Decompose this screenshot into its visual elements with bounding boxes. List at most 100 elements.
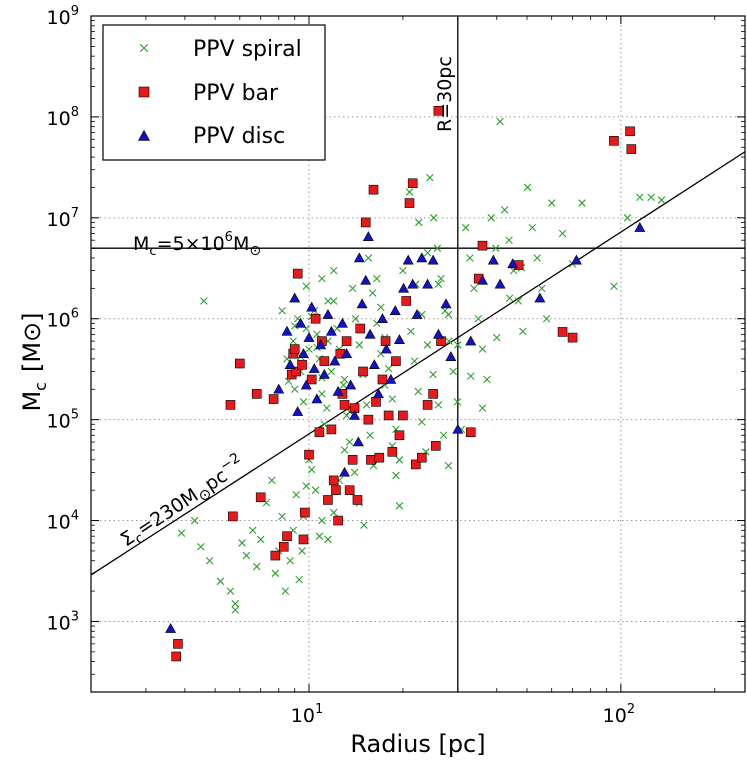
disc-point — [292, 406, 304, 416]
bar-point — [355, 323, 366, 334]
spiral-point — [329, 297, 338, 305]
bar-point — [251, 389, 262, 399]
disc-point — [416, 252, 428, 263]
disc-point — [311, 393, 323, 404]
bar-point — [282, 531, 292, 541]
legend-marker-triangle-icon — [137, 129, 151, 141]
spiral-point — [295, 575, 303, 584]
disc-point — [345, 379, 357, 390]
bar-point — [339, 400, 350, 410]
spiral-point — [278, 512, 286, 521]
bar-point — [398, 410, 408, 421]
spiral-point — [302, 282, 311, 290]
spiral-point — [410, 357, 419, 365]
spiral-point — [271, 569, 280, 578]
bar-point — [319, 356, 330, 366]
spiral-point — [538, 284, 546, 293]
spiral-point — [205, 556, 214, 565]
spiral-point — [444, 310, 453, 319]
spiral-point — [578, 199, 586, 207]
disc-point — [385, 373, 397, 384]
disc-point — [362, 231, 374, 241]
bar-point — [278, 541, 289, 552]
disc-point — [329, 355, 341, 366]
spiral-point — [268, 476, 276, 485]
bar-point — [428, 389, 438, 399]
sigma-label: Σc=230M⊙pc−2 — [114, 450, 251, 555]
y-tick-label: 104 — [47, 509, 79, 534]
spiral-point — [305, 345, 313, 353]
spiral-point — [322, 404, 331, 412]
disc-point — [165, 623, 177, 633]
spiral-point — [320, 420, 329, 429]
bar-point — [363, 414, 374, 425]
bar-point — [173, 639, 183, 649]
spiral-point — [429, 370, 437, 379]
spiral-point — [226, 587, 235, 595]
y-tick-label: 103 — [47, 609, 79, 634]
spiral-point — [327, 367, 336, 376]
bar-point — [352, 495, 363, 505]
spiral-point — [388, 395, 397, 403]
disc-point — [398, 282, 410, 293]
spiral-point — [318, 516, 326, 525]
spiral-point — [329, 508, 338, 517]
bar-point — [304, 449, 314, 460]
spiral-point — [290, 385, 299, 394]
spiral-point — [453, 398, 462, 406]
bar-point — [391, 356, 401, 366]
disc-point — [393, 334, 405, 344]
bar-point — [371, 397, 381, 407]
bar-point — [300, 507, 310, 518]
spiral-point — [278, 306, 286, 315]
spiral-point — [384, 364, 393, 373]
spiral-point — [139, 43, 149, 53]
spiral-point — [483, 375, 491, 384]
spiral-point — [392, 471, 400, 480]
bar-point — [383, 410, 394, 421]
bar-point — [310, 313, 321, 324]
spiral-point — [423, 341, 432, 349]
spiral-point — [364, 254, 373, 262]
disc-point — [339, 466, 350, 477]
spiral-point — [558, 229, 567, 238]
bar-point — [404, 198, 415, 208]
spiral-point — [252, 562, 261, 571]
disc-point — [360, 274, 372, 285]
bar-point — [171, 651, 181, 662]
spiral-point — [657, 196, 666, 204]
spiral-point — [324, 297, 332, 305]
bar-point — [323, 495, 333, 505]
spiral-point — [318, 274, 326, 283]
spiral-point — [355, 341, 364, 349]
bar-point — [228, 511, 238, 522]
spiral-point — [292, 491, 300, 499]
spiral-point — [373, 274, 381, 283]
spiral-point — [340, 446, 349, 454]
spiral-point — [445, 337, 453, 345]
spiral-point — [478, 345, 487, 353]
series-triangle — [165, 222, 646, 633]
y-tick-label: 106 — [47, 307, 79, 332]
x-tick-label: 102 — [603, 702, 635, 727]
bar-point — [377, 374, 388, 385]
spiral-point — [454, 341, 462, 349]
disc-point — [534, 292, 546, 303]
disc-point — [325, 325, 337, 336]
disc-point — [402, 254, 414, 265]
disc-point — [284, 359, 296, 370]
spiral-point — [340, 375, 349, 384]
bar-point — [567, 332, 578, 343]
mass-threshold-label: Mc=5×106M⊙ — [133, 230, 261, 259]
bar-point — [344, 485, 355, 495]
disc-point — [318, 368, 330, 379]
spiral-point — [351, 314, 360, 323]
spiral-point — [434, 401, 443, 409]
spiral-point — [433, 244, 442, 252]
legend-entry-spiral: PPV spiral — [139, 37, 302, 62]
radius-threshold-label: R=30pc — [434, 56, 456, 132]
disc-point — [298, 348, 309, 358]
disc-point — [432, 328, 444, 339]
y-axis-title: Mc[M⊙] — [18, 312, 50, 411]
spiral-point — [242, 551, 251, 560]
